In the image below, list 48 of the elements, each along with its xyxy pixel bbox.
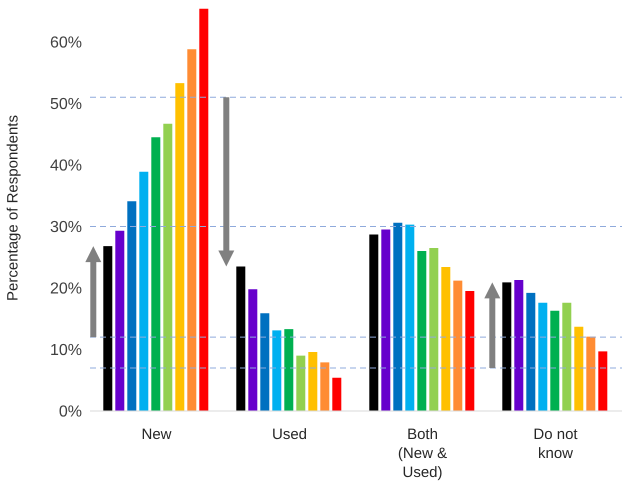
bar <box>163 124 172 411</box>
x-tick-label: Do not know <box>533 426 578 462</box>
bar <box>127 201 136 411</box>
x-tick-label: New <box>141 426 172 443</box>
bar <box>586 336 596 411</box>
bar <box>151 137 160 411</box>
bar <box>526 292 536 411</box>
y-tick-label: 60% <box>50 34 82 52</box>
bar <box>574 326 584 411</box>
y-tick-label: 20% <box>50 280 82 298</box>
bar <box>308 352 318 411</box>
y-tick-label: 10% <box>50 342 82 360</box>
y-axis-title: Percentage of Respondents <box>4 115 22 301</box>
y-tick-label: 30% <box>50 219 82 236</box>
bar <box>453 280 462 411</box>
bar <box>514 280 524 411</box>
bar <box>550 310 560 411</box>
bar <box>429 248 438 411</box>
bar <box>103 246 112 411</box>
bar <box>284 329 294 411</box>
bar <box>187 49 196 411</box>
bar <box>272 330 282 411</box>
bar <box>393 222 402 411</box>
bar <box>115 230 124 411</box>
bar <box>369 234 378 411</box>
bar <box>260 313 270 411</box>
y-tick-label: 50% <box>50 96 82 114</box>
bar <box>417 251 426 411</box>
bar <box>332 378 342 411</box>
bar <box>381 230 390 411</box>
bar <box>139 172 148 411</box>
bar <box>598 351 608 411</box>
bar <box>538 302 548 411</box>
y-tick-label: 40% <box>50 158 82 175</box>
bar <box>199 8 208 411</box>
bar <box>320 362 330 411</box>
bar <box>405 224 414 411</box>
bar <box>236 266 246 411</box>
bar <box>562 302 572 411</box>
bar <box>175 83 184 411</box>
x-tick-label: Used <box>272 426 308 443</box>
bar <box>296 356 306 411</box>
bar <box>502 282 512 411</box>
bar <box>465 291 474 411</box>
bar <box>441 267 450 411</box>
bar <box>248 289 258 411</box>
y-tick-label: 0% <box>58 404 82 421</box>
x-tick-label: Both (New & Used) <box>398 426 448 481</box>
